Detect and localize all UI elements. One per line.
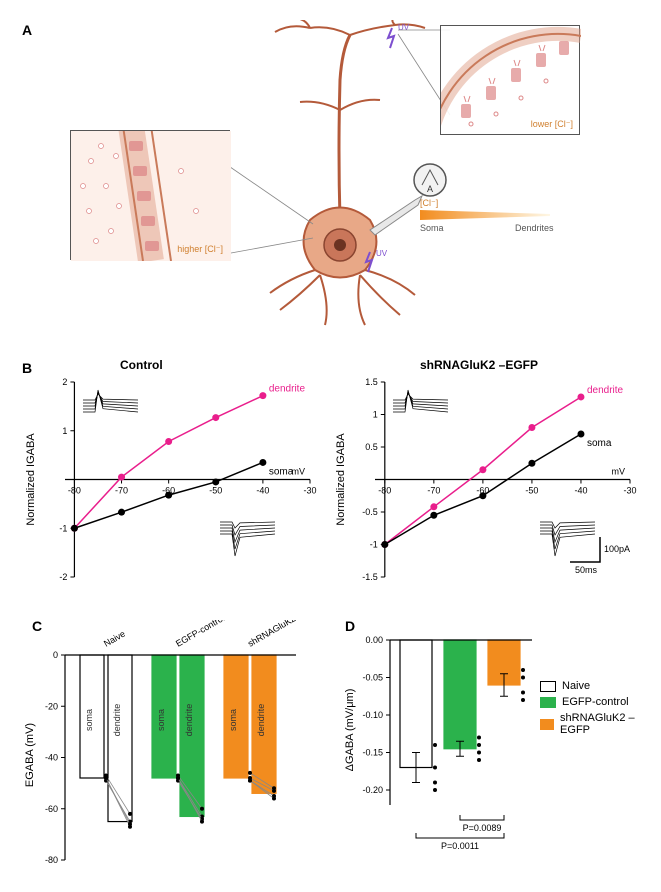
svg-text:-0.05: -0.05 xyxy=(362,673,383,683)
svg-text:UV: UV xyxy=(376,249,388,258)
svg-text:soma: soma xyxy=(228,709,238,731)
inset-soma-higher-cl: higher [Cl⁻] xyxy=(70,130,230,260)
legend-egfp: EGFP-control xyxy=(540,696,650,708)
svg-text:-40: -40 xyxy=(574,486,587,496)
legend-d: Naive EGFP-control shRNAGluK2 –EGFP xyxy=(540,680,650,740)
svg-text:soma: soma xyxy=(269,466,294,477)
iv-chart-shrna: -80-70-60-50-40-30-1.5-1-0.50.511.5mVNor… xyxy=(330,372,640,587)
svg-text:-30: -30 xyxy=(623,486,636,496)
svg-text:-0.20: -0.20 xyxy=(362,785,383,795)
legend-naive-label: Naive xyxy=(562,680,590,692)
svg-text:UV: UV xyxy=(398,23,410,32)
svg-text:Normalized IGABA: Normalized IGABA xyxy=(25,433,37,526)
svg-text:2: 2 xyxy=(62,377,67,387)
svg-text:soma: soma xyxy=(587,438,612,449)
panel-c: 0 -20 -40 -60 -80 EGABA (mV) soma dendrite Naive… xyxy=(20,620,320,870)
svg-text:dendrite: dendrite xyxy=(269,384,306,395)
svg-text:-70: -70 xyxy=(427,486,440,496)
svg-text:P=0.0089: P=0.0089 xyxy=(463,823,502,833)
svg-text:-20: -20 xyxy=(45,701,58,711)
svg-text:-0.15: -0.15 xyxy=(362,748,383,758)
dendrites-label: Dendrites xyxy=(515,223,554,233)
legend-shrna: shRNAGluK2 –EGFP xyxy=(540,712,650,736)
egaba-bar-chart: 0 -20 -40 -60 -80 EGABA (mV) soma dendrite Naive… xyxy=(20,620,320,870)
svg-text:dendrite: dendrite xyxy=(184,704,194,737)
svg-text:-50: -50 xyxy=(525,486,538,496)
iv-chart-control: -80-70-60-50-40-30-2-112mVNormalized IGA… xyxy=(20,372,320,587)
inset-top-label: lower [Cl⁻] xyxy=(531,119,573,130)
panel-a: A UV UV lower [Cl⁻] xyxy=(20,20,640,340)
svg-text:-70: -70 xyxy=(115,486,128,496)
cl-label: [Cl⁻] xyxy=(420,198,438,209)
svg-text:soma: soma xyxy=(84,709,94,731)
panel-d: 0.00 -0.05 -0.10 -0.15 -0.20 ΔGABA (mV/μm) P=0… xyxy=(340,620,650,870)
svg-text:shRNAGluK2-EGFP: shRNAGluK2-EGFP xyxy=(246,620,320,649)
svg-text:mV: mV xyxy=(292,467,306,477)
svg-text:Naive: Naive xyxy=(102,629,127,649)
svg-text:0.5: 0.5 xyxy=(365,442,378,452)
inset-left-label: higher [Cl⁻] xyxy=(177,244,223,255)
svg-text:ΔGABA (mV/μm): ΔGABA (mV/μm) xyxy=(344,689,356,772)
svg-text:dendrite: dendrite xyxy=(256,704,266,737)
svg-text:-80: -80 xyxy=(68,486,81,496)
svg-text:1: 1 xyxy=(62,426,67,436)
svg-text:Normalized IGABA: Normalized IGABA xyxy=(335,433,347,526)
svg-text:1: 1 xyxy=(373,410,378,420)
svg-text:P=0.0011: P=0.0011 xyxy=(441,841,479,851)
delta-gaba-bar-chart: 0.00 -0.05 -0.10 -0.15 -0.20 ΔGABA (mV/μm) P=0… xyxy=(340,630,540,860)
svg-text:dendrite: dendrite xyxy=(112,704,122,737)
svg-text:-50: -50 xyxy=(209,486,222,496)
svg-text:-1: -1 xyxy=(370,540,378,550)
cl-gradient-bar xyxy=(420,210,550,220)
svg-text:EGABA (mV): EGABA (mV) xyxy=(24,723,36,787)
legend-shrna-label: shRNAGluK2 –EGFP xyxy=(560,712,650,736)
svg-text:-80: -80 xyxy=(45,855,58,865)
svg-text:-30: -30 xyxy=(303,486,316,496)
svg-text:soma: soma xyxy=(156,709,166,731)
chart-b-left-title: Control xyxy=(120,358,163,372)
svg-text:-80: -80 xyxy=(378,486,391,496)
svg-text:0: 0 xyxy=(53,650,58,660)
inset-dendrite-lower-cl: lower [Cl⁻] xyxy=(440,25,580,135)
svg-text:dendrite: dendrite xyxy=(587,385,624,396)
svg-text:0.00: 0.00 xyxy=(365,635,383,645)
svg-text:-2: -2 xyxy=(59,572,67,582)
svg-text:mV: mV xyxy=(612,467,626,477)
svg-text:A: A xyxy=(427,184,433,194)
svg-text:-40: -40 xyxy=(45,753,58,763)
svg-text:-40: -40 xyxy=(256,486,269,496)
svg-text:50ms: 50ms xyxy=(575,565,598,575)
svg-text:100pA: 100pA xyxy=(604,544,630,554)
svg-text:-60: -60 xyxy=(45,804,58,814)
chart-b-right-title: shRNAGluK2 –EGFP xyxy=(420,358,538,372)
svg-text:-0.10: -0.10 xyxy=(362,710,383,720)
svg-text:-0.5: -0.5 xyxy=(362,507,378,517)
svg-text:1.5: 1.5 xyxy=(365,377,378,387)
svg-text:EGFP-control: EGFP-control xyxy=(174,620,226,649)
svg-text:-1.5: -1.5 xyxy=(362,572,378,582)
legend-naive: Naive xyxy=(540,680,650,692)
legend-egfp-label: EGFP-control xyxy=(562,696,629,708)
soma-label: Soma xyxy=(420,223,444,233)
svg-text:-1: -1 xyxy=(59,523,67,533)
panel-b: Control shRNAGluK2 –EGFP -80-70-60-50-40… xyxy=(20,360,640,590)
